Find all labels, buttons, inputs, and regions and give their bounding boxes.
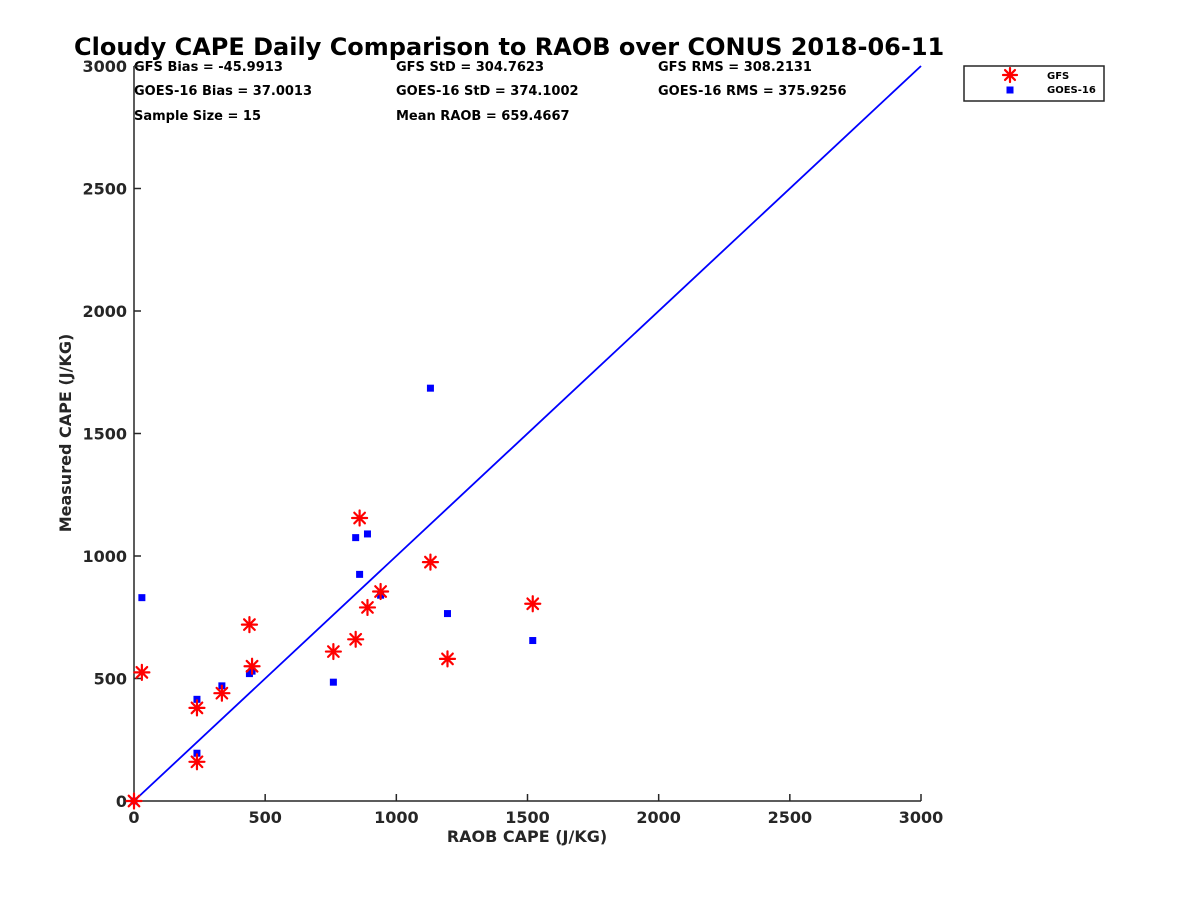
stat-goes-rms: GOES-16 RMS = 375.9256 [658, 84, 847, 99]
stats-block: GFS Bias = -45.9913 GFS StD = 304.7623 G… [134, 60, 847, 124]
legend-marker-gfs [1001, 66, 1019, 84]
y-tick-label: 0 [116, 792, 127, 811]
data-point-gfs [358, 598, 377, 617]
x-axis-label: RAOB CAPE (J/KG) [447, 827, 607, 846]
data-point-gfs [188, 753, 206, 771]
y-tick-label: 3000 [82, 57, 127, 76]
data-point-gfs [438, 650, 457, 668]
x-tick-label: 500 [248, 808, 281, 827]
data-points [125, 384, 542, 810]
chart-title: Cloudy CAPE Daily Comparison to RAOB ove… [74, 33, 944, 61]
stat-gfs-std: GFS StD = 304.7623 [396, 60, 544, 75]
data-point-gfs [351, 509, 369, 527]
legend-label-goes-16: GOES-16 [1047, 85, 1096, 96]
data-point-gfs [133, 663, 151, 681]
x-tick-label: 0 [128, 808, 139, 827]
legend-marker-goes-16 [1006, 86, 1014, 94]
y-axis-label: Measured CAPE (J/KG) [56, 334, 75, 533]
data-point-goes-16 [529, 637, 537, 645]
y-ticks: 0 500 1000 1500 2000 2500 3000 [82, 57, 141, 811]
data-point-gfs [324, 642, 342, 661]
data-point-goes-16 [363, 530, 371, 538]
y-tick-label: 2000 [82, 302, 127, 321]
legend-square-icon [1006, 86, 1014, 94]
x-tick-label: 1000 [374, 808, 419, 827]
y-tick-label: 1000 [82, 547, 127, 566]
data-point-goes-16 [356, 570, 364, 578]
x-tick-label: 2000 [636, 808, 681, 827]
stat-mean-raob: Mean RAOB = 659.4667 [396, 109, 570, 124]
y-tick-label: 2500 [82, 180, 127, 199]
legend: GFS GOES-16 [963, 65, 1105, 102]
data-point-goes-16 [138, 594, 146, 602]
x-tick-label: 1500 [505, 808, 550, 827]
data-point-goes-16 [426, 384, 434, 392]
data-point-gfs [240, 615, 259, 634]
stat-sample-size: Sample Size = 15 [134, 109, 261, 124]
data-point-goes-16 [329, 678, 337, 686]
y-tick-label: 500 [94, 670, 127, 689]
stat-gfs-bias: GFS Bias = -45.9913 [134, 60, 283, 75]
stat-goes-std: GOES-16 StD = 374.1002 [396, 84, 579, 99]
data-point-gfs [243, 657, 261, 675]
x-tick-label: 3000 [899, 808, 944, 827]
data-point-gfs [371, 582, 390, 601]
legend-label-gfs: GFS [1047, 71, 1069, 82]
one-to-one-line-path [133, 65, 922, 802]
data-point-goes-16 [352, 534, 360, 542]
x-tick-label: 2500 [768, 808, 813, 827]
data-point-gfs [188, 699, 206, 717]
data-point-goes-16 [443, 610, 451, 618]
data-point-gfs [347, 630, 365, 648]
stat-gfs-rms: GFS RMS = 308.2131 [658, 60, 812, 75]
y-tick-label: 1500 [82, 425, 127, 444]
data-point-gfs [524, 595, 542, 613]
data-point-gfs [125, 792, 143, 810]
legend-star-icon [1001, 66, 1019, 84]
legend-box [963, 65, 1105, 102]
data-point-gfs [213, 684, 231, 702]
stat-goes-bias: GOES-16 Bias = 37.0013 [134, 84, 312, 99]
x-ticks: 0 500 1000 1500 2000 2500 3000 [128, 794, 943, 827]
data-point-gfs [421, 553, 440, 571]
one-to-one-line [133, 65, 922, 802]
